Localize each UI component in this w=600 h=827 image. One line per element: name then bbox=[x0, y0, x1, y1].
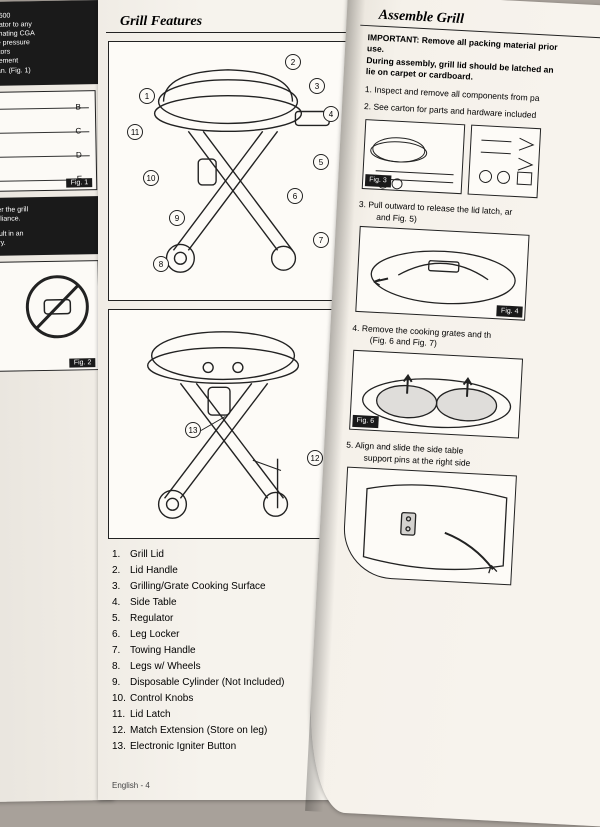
sidetable-icon bbox=[342, 468, 518, 587]
hardware-box bbox=[468, 124, 542, 198]
fig6: Fig. 6 bbox=[349, 349, 523, 438]
callout: 12 bbox=[307, 450, 323, 466]
callout: 6 bbox=[287, 188, 303, 204]
t: Towing Handle bbox=[130, 645, 196, 656]
t: Grill Lid bbox=[130, 549, 164, 560]
page-number: English - 4 bbox=[112, 781, 150, 790]
list-item: 2.Lid Handle bbox=[112, 563, 344, 579]
fig3: Fig. 3 bbox=[362, 119, 466, 194]
diagram-grill-labeled-2: 13 12 bbox=[108, 309, 348, 539]
lbl: D bbox=[76, 150, 82, 159]
callout: 1 bbox=[139, 88, 155, 104]
fig-side-table bbox=[341, 467, 517, 586]
t: Grilling/Grate Cooking Surface bbox=[130, 581, 266, 592]
callout: 3 bbox=[309, 78, 325, 94]
t: ous injury. bbox=[0, 237, 98, 248]
fig-label: Fig. 4 bbox=[497, 305, 523, 318]
assemble-grill-page: Assemble Grill IMPORTANT: Remove all pac… bbox=[305, 0, 600, 827]
fig4: Fig. 4 bbox=[355, 226, 529, 321]
t: Leg Locker bbox=[130, 629, 179, 640]
t: y Coleman. (Fig. 1) bbox=[0, 65, 95, 76]
left-page-fragment: a CGA # 600 this regulator to any d with… bbox=[0, 0, 114, 803]
list-item: 9.Disposable Cylinder (Not Included) bbox=[112, 675, 344, 691]
list-item: 3.Grilling/Grate Cooking Surface bbox=[112, 579, 344, 595]
t: Disposable Cylinder (Not Included) bbox=[130, 677, 285, 688]
callout: 4 bbox=[323, 106, 339, 122]
callout: 5 bbox=[313, 154, 329, 170]
t: Side Table bbox=[130, 597, 177, 608]
section-heading: Grill Features bbox=[106, 0, 350, 33]
callout: 11 bbox=[127, 124, 143, 140]
callout: 7 bbox=[313, 232, 329, 248]
list-item: 4.Side Table bbox=[112, 595, 344, 611]
t: Lid Handle bbox=[130, 565, 178, 576]
t: Match Extension (Store on leg) bbox=[130, 725, 267, 736]
t: Regulator bbox=[130, 613, 173, 624]
hardware-icon bbox=[469, 126, 543, 200]
list-item: 10.Control Knobs bbox=[112, 691, 344, 707]
grill-lineart-2 bbox=[109, 310, 347, 538]
t: Lid Latch bbox=[130, 709, 171, 720]
left-black-paragraph: a CGA # 600 this regulator to any d with… bbox=[0, 0, 101, 87]
list-item: 5.Regulator bbox=[112, 611, 344, 627]
callout: 9 bbox=[169, 210, 185, 226]
callout: 10 bbox=[143, 170, 159, 186]
fig1-label: Fig. 1 bbox=[67, 178, 93, 187]
fig2-label: Fig. 2 bbox=[70, 358, 96, 367]
callout: 8 bbox=[153, 256, 169, 272]
fig-label: Fig. 6 bbox=[352, 415, 378, 428]
t: Control Knobs bbox=[130, 693, 193, 704]
callout: 2 bbox=[285, 54, 301, 70]
diagram-grill-labeled: 1 2 3 4 5 6 7 8 9 10 11 bbox=[108, 41, 348, 301]
lbl: B bbox=[75, 102, 81, 111]
t: Electronic Igniter Button bbox=[130, 741, 236, 752]
right-body: IMPORTANT: Remove all packing material p… bbox=[317, 25, 600, 595]
callout: 13 bbox=[185, 422, 201, 438]
list-item: 8.Legs w/ Wheels bbox=[112, 659, 344, 675]
left-fig1-box: B C D E Fig. 1 bbox=[0, 90, 97, 193]
fig-label: Fig. 3 bbox=[365, 175, 391, 188]
left-fig2-box: Fig. 2 TION bbox=[0, 260, 100, 373]
list-item: 6.Leg Locker bbox=[112, 627, 344, 643]
list-item: 1.Grill Lid bbox=[112, 547, 344, 563]
left-black-paragraph2: der under the grill cing appliance. ould… bbox=[0, 196, 104, 257]
t: Legs w/ Wheels bbox=[130, 661, 201, 672]
lbl: C bbox=[75, 126, 81, 135]
t: use. bbox=[367, 44, 385, 55]
prohibit-icon bbox=[22, 271, 93, 342]
list-item: 7.Towing Handle bbox=[112, 643, 344, 659]
